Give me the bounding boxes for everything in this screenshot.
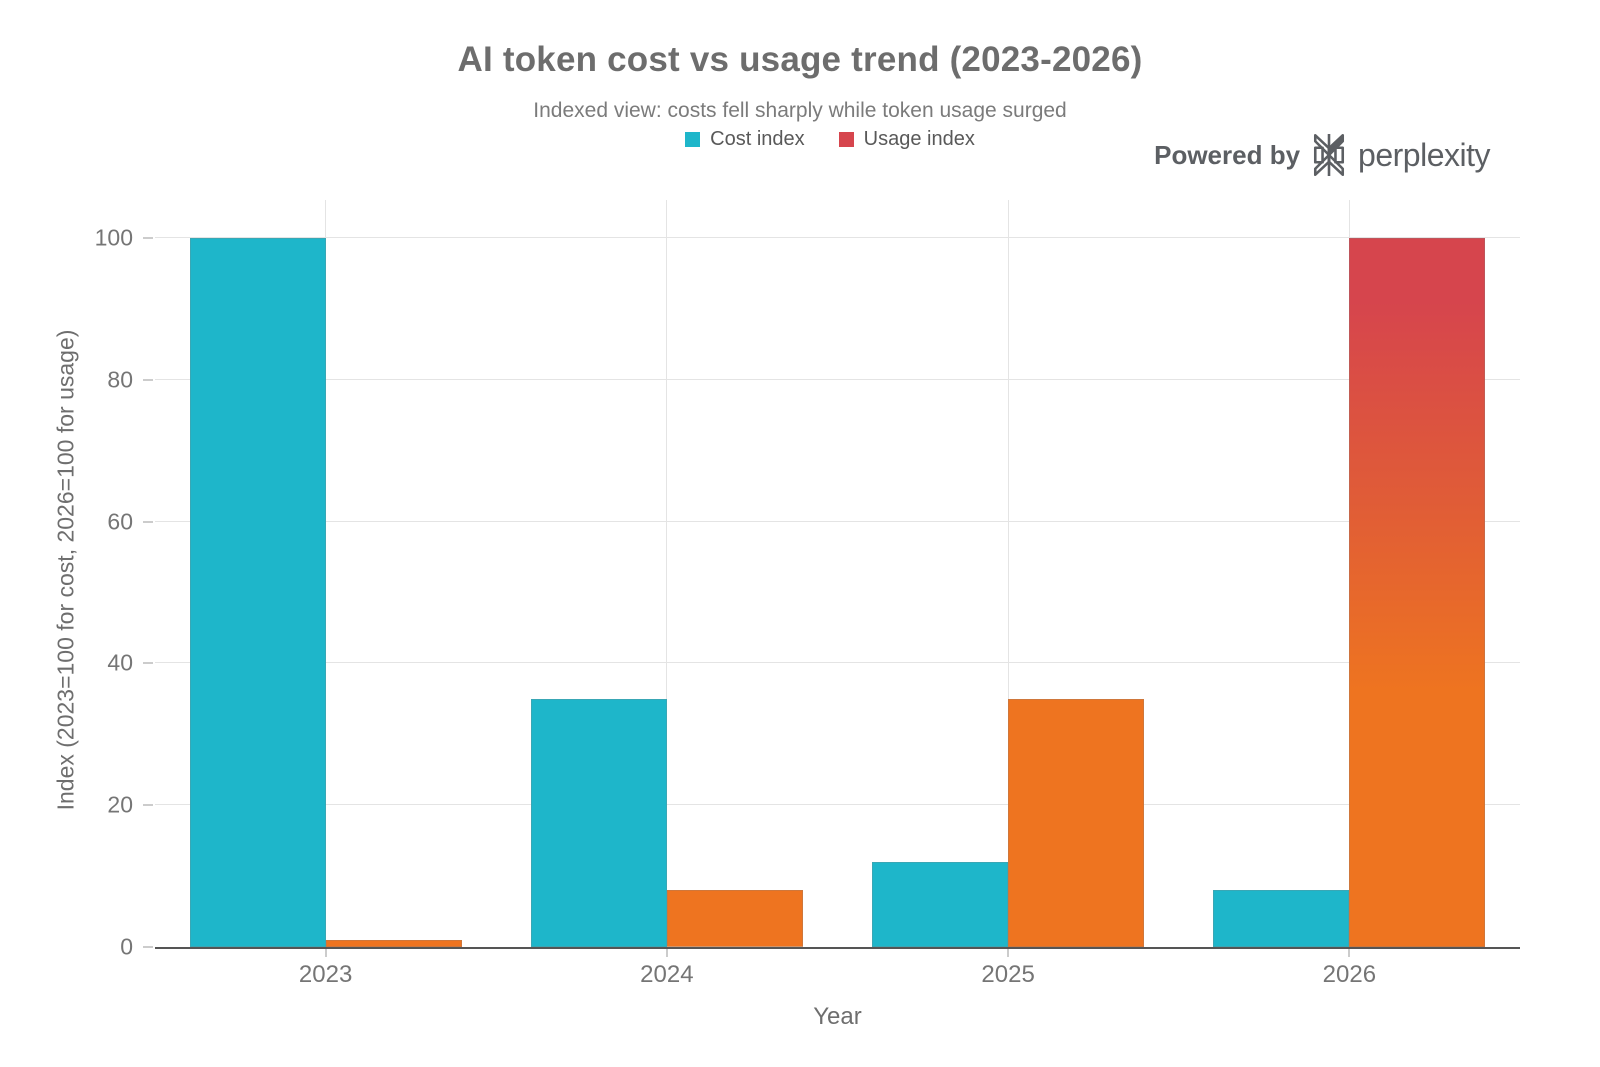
plot-area: 0 20 40 60 80 100 2023 2024 2025 2026 xyxy=(95,200,1520,988)
y-tick-mark xyxy=(143,237,153,239)
bar-cost-index-2026 xyxy=(1213,890,1350,947)
legend-item-usage-index[interactable]: Usage index xyxy=(838,128,975,151)
legend-label: Cost index xyxy=(710,128,805,150)
h-gridline-20 xyxy=(155,804,1520,806)
y-axis-title: Index (2023=100 for cost, 2026=100 for u… xyxy=(52,329,79,811)
legend-swatch-icon xyxy=(685,132,701,147)
y-tick-mark xyxy=(143,946,153,948)
v-gridline-2024 xyxy=(666,200,668,947)
x-tick-label-2023: 2023 xyxy=(298,961,353,988)
x-tick-label-2024: 2024 xyxy=(640,961,694,988)
y-tick-label-40: 40 xyxy=(107,649,133,676)
h-gridline-80 xyxy=(155,378,1520,380)
h-gridline-60 xyxy=(155,520,1520,522)
bar-cost-index-2024 xyxy=(530,698,667,947)
chart-title: AI token cost vs usage trend (2023-2026) xyxy=(457,40,1143,79)
bar-usage-index-2025 xyxy=(1008,698,1145,947)
bar-usage-index-2026 xyxy=(1349,238,1486,947)
bar-cost-index-2023 xyxy=(189,238,326,947)
powered-by-text: Powered by xyxy=(1154,139,1301,170)
bar-cost-index-2025 xyxy=(872,861,1009,947)
bar-usage-index-2024 xyxy=(666,890,803,947)
h-gridline-100 xyxy=(155,237,1520,238)
legend-label: Usage index xyxy=(863,128,975,150)
perplexity-asterisk-icon xyxy=(1314,134,1345,176)
y-tick-label-20: 20 xyxy=(107,791,133,818)
x-tick-mark xyxy=(1348,949,1351,957)
y-tick-mark xyxy=(143,662,153,665)
chart-subtitle: Indexed view: costs fell sharply while t… xyxy=(533,99,1067,122)
bar-usage-index-2023 xyxy=(325,939,462,947)
x-tick-label-2025: 2025 xyxy=(981,961,1035,988)
legend-swatch-icon xyxy=(838,132,854,147)
legend-item-cost-index[interactable]: Cost index xyxy=(685,128,805,151)
perplexity-wordmark: perplexity xyxy=(1358,136,1490,173)
y-tick-label-80: 80 xyxy=(107,366,133,393)
x-axis-title: Year xyxy=(813,1003,862,1030)
x-tick-mark xyxy=(1007,949,1010,957)
y-tick-label-60: 60 xyxy=(107,508,133,535)
powered-by-branding: Powered by perplexity xyxy=(1154,132,1490,178)
y-tick-mark xyxy=(143,520,153,523)
h-gridline-40 xyxy=(155,662,1520,664)
legend: Cost index Usage index xyxy=(0,128,1600,151)
x-tick-mark xyxy=(324,949,327,957)
y-tick-label-0: 0 xyxy=(120,933,133,960)
y-tick-mark xyxy=(143,378,153,381)
v-gridline-2023 xyxy=(325,200,327,947)
x-tick-mark xyxy=(665,949,668,957)
y-tick-mark xyxy=(143,804,153,807)
v-gridline-2025 xyxy=(1007,200,1009,947)
y-tick-label-100: 100 xyxy=(94,224,133,251)
x-tick-label-2026: 2026 xyxy=(1322,961,1377,988)
